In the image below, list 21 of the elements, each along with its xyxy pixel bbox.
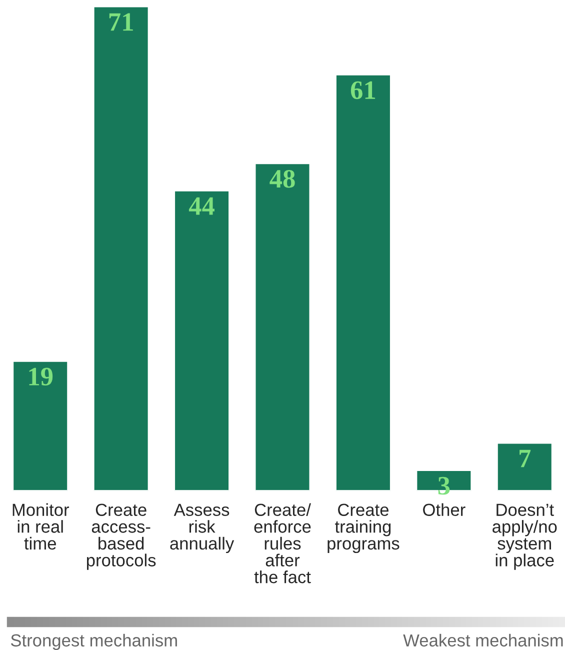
data-label: 48 (270, 170, 295, 188)
bar (335, 74, 392, 491)
bar (496, 442, 553, 491)
data-label: 19 (29, 368, 53, 386)
data-label: 44 (188, 197, 214, 215)
data-label: 61 (350, 81, 376, 100)
data-label: 7 (520, 450, 531, 468)
data-label: 71 (109, 13, 133, 31)
x-tick-label: Create/ enforce rules after the fact (254, 503, 311, 584)
x-tick-label: Monitor in real time (12, 503, 70, 550)
text: Strongest mechanism (10, 634, 177, 650)
bar (254, 162, 311, 491)
text: Weakest mechanism (403, 634, 563, 647)
x-tick-label: Doesn’t apply/no system in place (492, 504, 557, 570)
x-tick-label: Assess risk annually (170, 504, 234, 554)
x-tick-label: Create access- based protocols (86, 504, 156, 570)
x-tick-label: Create training programs (328, 504, 400, 554)
bar (92, 6, 150, 491)
x-tick-label: Other (423, 503, 466, 516)
bar (12, 360, 68, 491)
bar (174, 190, 230, 491)
